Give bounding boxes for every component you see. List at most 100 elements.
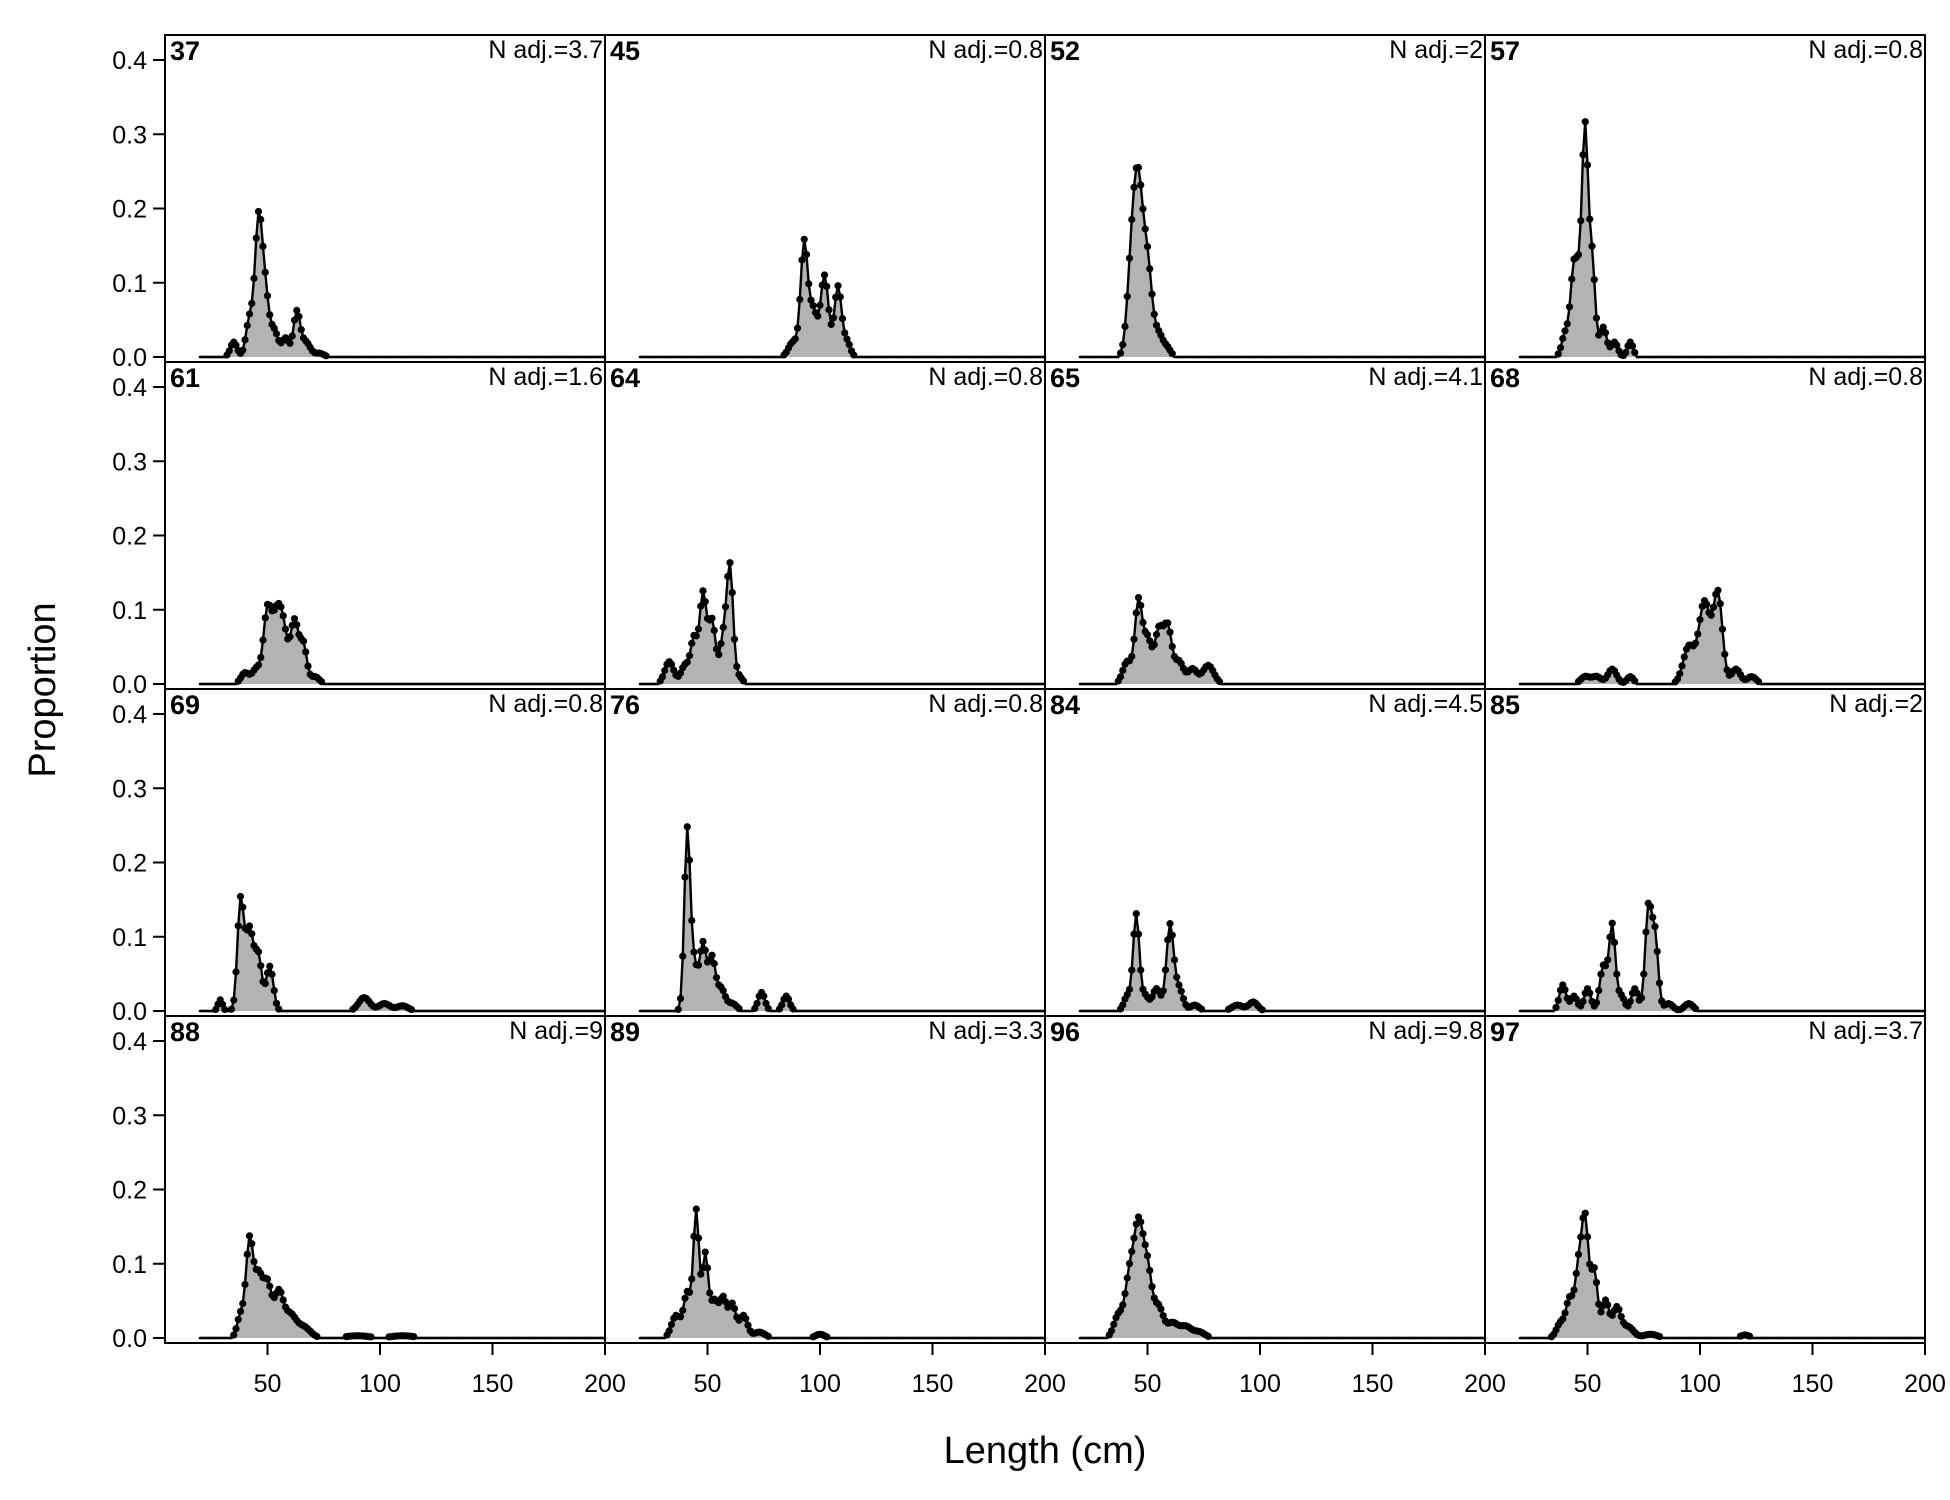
data-point — [1673, 355, 1677, 359]
data-point — [807, 682, 811, 686]
data-point — [479, 682, 483, 686]
data-point — [791, 335, 799, 343]
data-point — [1862, 1336, 1866, 1340]
data-point — [1664, 355, 1668, 359]
data-point — [554, 1009, 557, 1013]
data-point — [360, 355, 364, 359]
data-point — [1254, 682, 1257, 686]
data-point — [1835, 1336, 1839, 1340]
data-point — [1272, 682, 1275, 686]
data-point — [1520, 1336, 1524, 1340]
data-point — [592, 355, 596, 359]
data-point — [915, 1009, 919, 1013]
data-point — [1021, 682, 1024, 686]
data-point — [468, 1009, 472, 1013]
data-point — [540, 355, 544, 359]
data-point — [1222, 355, 1226, 359]
data-point — [1725, 1009, 1729, 1013]
data-point — [1092, 1009, 1095, 1013]
data-point — [218, 355, 222, 359]
data-point — [719, 355, 723, 359]
data-point — [1184, 355, 1188, 359]
data-point — [542, 682, 546, 686]
data-point — [1649, 913, 1657, 921]
data-point — [935, 1336, 939, 1340]
data-point — [805, 1336, 808, 1340]
data-point — [1449, 1009, 1453, 1013]
data-point — [421, 682, 425, 686]
data-point — [1707, 1336, 1711, 1340]
data-point — [441, 355, 445, 359]
data-point — [850, 1009, 853, 1013]
data-point — [807, 296, 815, 304]
data-point — [845, 340, 853, 349]
data-point — [518, 682, 521, 686]
data-point — [1303, 355, 1307, 359]
data-point — [1150, 641, 1158, 649]
data-point — [522, 682, 526, 686]
data-point — [1698, 355, 1702, 359]
data-point — [506, 682, 510, 686]
data-point — [760, 682, 763, 686]
y-tick-label: 0.0 — [112, 671, 147, 699]
data-point — [663, 355, 667, 359]
data-point — [1200, 355, 1203, 359]
data-point — [1610, 938, 1619, 947]
data-point — [1862, 1009, 1866, 1013]
data-point — [1427, 1009, 1431, 1013]
data-point — [560, 1009, 564, 1013]
data-point — [1676, 670, 1684, 678]
data-point — [239, 903, 247, 911]
data-point — [834, 282, 842, 290]
data-point — [1604, 1301, 1612, 1309]
data-point — [679, 1306, 687, 1314]
data-point — [1833, 355, 1837, 359]
data-point — [910, 355, 914, 359]
data-point — [320, 1009, 323, 1013]
data-point — [1781, 355, 1785, 359]
data-point — [1849, 355, 1853, 359]
panel-89: 89 N adj.=3.3 — [610, 1017, 1047, 1341]
data-point — [479, 355, 483, 359]
data-point — [1021, 1336, 1024, 1340]
data-point — [1328, 1336, 1332, 1340]
data-point — [1014, 1336, 1018, 1340]
data-point — [1292, 1336, 1296, 1340]
data-point — [1754, 1336, 1758, 1340]
data-point — [1772, 1009, 1776, 1013]
data-point — [960, 1009, 964, 1013]
data-point — [746, 1009, 750, 1013]
data-point — [949, 1336, 952, 1340]
data-point — [1470, 355, 1473, 359]
data-point — [497, 1336, 501, 1340]
data-point — [405, 355, 409, 359]
data-point — [428, 682, 431, 686]
data-point — [976, 1336, 979, 1340]
data-point — [590, 355, 593, 359]
data-point — [1903, 682, 1907, 686]
data-point — [587, 355, 591, 359]
data-point — [536, 682, 539, 686]
data-point — [1541, 682, 1544, 686]
data-point — [1714, 1009, 1718, 1013]
data-point — [1806, 355, 1810, 359]
data-point — [1698, 1336, 1702, 1340]
data-point — [676, 355, 680, 359]
data-point — [1583, 1233, 1592, 1241]
data-point — [232, 1325, 240, 1333]
data-point — [1193, 355, 1197, 359]
data-point — [1703, 600, 1711, 609]
data-point — [1141, 225, 1149, 233]
data-point — [1577, 217, 1585, 225]
data-point — [1440, 1336, 1444, 1340]
data-point — [681, 355, 685, 359]
panel-nadj-61: N adj.=1.6 — [488, 363, 603, 391]
data-point — [1128, 966, 1136, 974]
data-point — [349, 682, 353, 686]
data-point — [1240, 1336, 1244, 1340]
data-point — [1411, 1009, 1415, 1013]
data-point — [1094, 1336, 1098, 1340]
data-point — [1436, 682, 1440, 686]
data-point — [1330, 1336, 1334, 1340]
data-point — [1601, 962, 1610, 970]
